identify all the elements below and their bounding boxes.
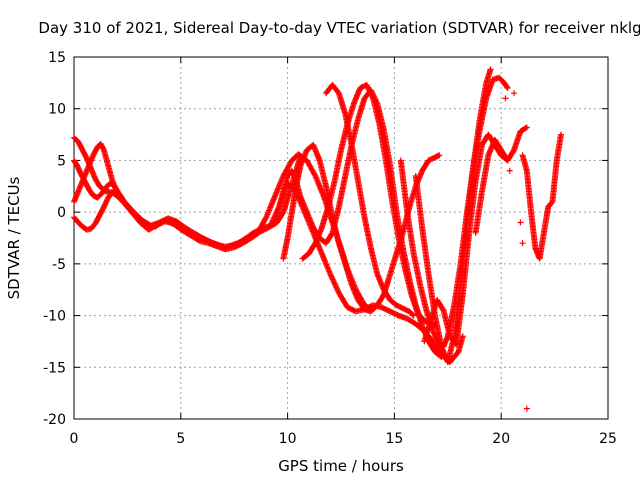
data-point <box>429 328 436 335</box>
data-point <box>364 84 371 91</box>
series-outliers <box>502 90 530 412</box>
data-point <box>558 131 565 138</box>
data-point <box>329 275 336 282</box>
data-point <box>329 276 336 283</box>
series-track-6 <box>280 141 443 315</box>
data-point <box>327 272 334 279</box>
data-point <box>517 219 524 226</box>
y-tick-label: -10 <box>43 309 66 325</box>
y-tick-label: -5 <box>52 257 66 273</box>
y-tick-labels: -20 -15 -10 -5 0 5 10 15 <box>43 50 66 428</box>
data-point <box>100 145 107 152</box>
data-point <box>102 199 109 206</box>
data-point <box>410 312 417 319</box>
y-tick-label: 5 <box>57 153 66 169</box>
x-axis-label: GPS time / hours <box>278 457 404 475</box>
data-point <box>367 89 374 96</box>
data-point <box>369 94 376 101</box>
data-point <box>333 284 340 291</box>
data-point <box>327 271 334 278</box>
series-track-5 <box>271 87 445 360</box>
data-point <box>523 124 530 131</box>
data-point <box>368 91 375 98</box>
data-point <box>519 240 526 247</box>
series-track-4 <box>71 140 124 205</box>
plot-frame <box>73 56 609 420</box>
axis-ticks <box>73 56 609 420</box>
data-point <box>101 202 108 209</box>
data-point <box>330 279 337 286</box>
data-point <box>195 237 202 244</box>
data-markers <box>71 66 565 412</box>
y-axis-label: SDTVAR / TECUs <box>5 176 23 299</box>
data-point <box>504 157 511 164</box>
y-tick-label: -15 <box>43 360 66 376</box>
data-point <box>504 85 511 92</box>
data-point <box>103 197 110 204</box>
data-point <box>364 83 371 90</box>
data-point <box>365 85 372 92</box>
x-tick-label: 25 <box>599 431 617 447</box>
data-point <box>262 215 269 222</box>
x-tick-label: 10 <box>279 431 297 447</box>
data-point <box>102 201 109 208</box>
gridlines <box>74 57 608 419</box>
data-point <box>502 95 509 102</box>
data-point <box>117 192 124 199</box>
series-track-8 <box>323 81 417 319</box>
data-point <box>368 92 375 99</box>
data-point <box>436 152 443 159</box>
data-point <box>311 171 318 178</box>
data-point <box>117 193 124 200</box>
data-point <box>459 333 466 340</box>
data-point <box>332 281 339 288</box>
data-point <box>331 280 338 287</box>
data-point <box>506 167 513 174</box>
data-point <box>523 405 530 412</box>
data-point <box>503 156 510 163</box>
data-point <box>366 88 373 95</box>
y-tick-label: 10 <box>48 102 66 118</box>
x-tick-label: 5 <box>176 431 185 447</box>
x-tick-label: 15 <box>385 431 403 447</box>
data-point <box>334 287 341 294</box>
chart-title: Day 310 of 2021, Sidereal Day-to-day VTE… <box>38 19 640 37</box>
series-track-1 <box>71 134 374 313</box>
data-point <box>332 283 339 290</box>
data-point <box>328 273 335 280</box>
data-point <box>330 277 337 284</box>
data-point <box>409 311 416 318</box>
data-point <box>100 203 107 210</box>
x-tick-label: 20 <box>492 431 510 447</box>
y-tick-label: -20 <box>43 412 66 428</box>
data-point <box>103 198 110 205</box>
x-tick-labels: 0 5 10 15 20 25 <box>70 431 617 447</box>
data-point <box>334 285 341 292</box>
x-tick-label: 0 <box>70 431 79 447</box>
series-track-12 <box>472 136 511 236</box>
data-point <box>366 87 373 94</box>
data-point <box>503 83 510 90</box>
series-track-13 <box>519 131 565 262</box>
data-point <box>522 125 529 132</box>
data-point <box>363 81 370 88</box>
y-tick-label: 15 <box>48 50 66 66</box>
y-tick-label: 0 <box>57 205 66 221</box>
data-point <box>511 90 518 97</box>
series-track-3 <box>71 153 304 253</box>
data-point <box>487 66 494 73</box>
series-track-11 <box>421 124 530 348</box>
